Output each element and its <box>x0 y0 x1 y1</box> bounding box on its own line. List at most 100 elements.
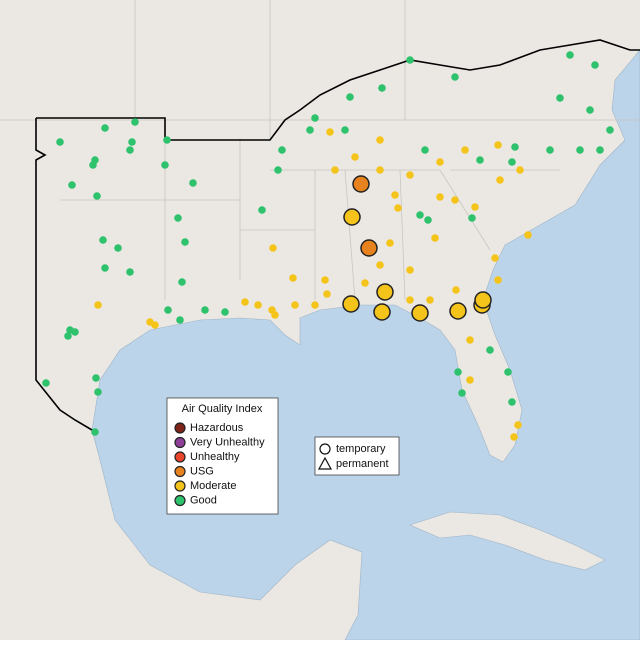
station-marker <box>452 286 460 294</box>
station-marker <box>556 94 564 102</box>
station-marker <box>201 306 209 314</box>
station-marker <box>424 216 432 224</box>
station-marker <box>516 166 524 174</box>
station-marker <box>596 146 604 154</box>
station-marker <box>99 236 107 244</box>
station-marker <box>331 166 339 174</box>
station-marker <box>56 138 64 146</box>
station-marker <box>176 316 184 324</box>
station-marker <box>496 176 504 184</box>
shape-legend-label: temporary <box>336 443 386 455</box>
station-marker <box>591 61 599 69</box>
station-marker <box>606 126 614 134</box>
station-marker-large <box>411 304 429 322</box>
station-marker <box>114 244 122 252</box>
station-marker <box>451 73 459 81</box>
station-marker <box>161 161 169 169</box>
station-marker <box>406 266 414 274</box>
station-marker <box>466 376 474 384</box>
station-marker <box>436 193 444 201</box>
station-marker <box>421 146 429 154</box>
station-marker <box>271 311 279 319</box>
region-outline <box>35 39 640 431</box>
station-marker <box>376 166 384 174</box>
station-marker <box>306 126 314 134</box>
cuba <box>409 511 606 571</box>
station-marker <box>466 336 474 344</box>
station-marker <box>511 143 519 151</box>
station-marker <box>101 124 109 132</box>
station-marker-large <box>343 208 361 226</box>
station-marker <box>378 84 386 92</box>
legend-swatch <box>174 436 186 449</box>
station-marker <box>254 301 262 309</box>
station-marker <box>126 268 134 276</box>
station-marker <box>376 261 384 269</box>
legend-swatch <box>174 465 186 478</box>
legend-swatch <box>174 494 186 507</box>
legend-label: Moderate <box>190 480 236 492</box>
station-marker <box>178 278 186 286</box>
station-marker <box>491 254 499 262</box>
station-marker <box>386 239 394 247</box>
station-marker <box>458 389 466 397</box>
station-marker <box>274 166 282 174</box>
station-marker <box>163 136 171 144</box>
station-marker <box>406 296 414 304</box>
station-marker <box>476 156 484 164</box>
station-marker <box>92 374 100 382</box>
state-borders <box>0 0 640 301</box>
station-marker <box>221 308 229 316</box>
station-marker <box>68 181 76 189</box>
station-marker <box>361 279 369 287</box>
legend-swatch <box>174 451 186 463</box>
station-marker <box>291 301 299 309</box>
station-marker <box>546 146 554 154</box>
station-marker <box>42 379 50 387</box>
station-marker <box>289 274 297 282</box>
station-marker-large <box>342 295 360 313</box>
station-marker <box>269 244 277 252</box>
station-marker <box>89 161 97 169</box>
station-marker <box>94 301 102 309</box>
station-marker <box>351 153 359 161</box>
station-marker <box>436 158 444 166</box>
station-marker <box>461 146 469 154</box>
station-marker <box>64 332 72 340</box>
legend-label: USG <box>190 465 214 477</box>
legend-title: Air Quality Index <box>182 403 263 415</box>
station-marker <box>311 114 319 122</box>
station-marker <box>514 421 522 429</box>
station-marker <box>101 264 109 272</box>
station-marker-large <box>352 175 370 193</box>
legend-swatch <box>174 422 186 434</box>
station-marker <box>524 231 532 239</box>
legend-swatch <box>174 480 186 492</box>
shape-permanent <box>317 456 333 470</box>
station-marker <box>494 276 502 284</box>
station-marker <box>494 141 502 149</box>
station-marker <box>164 306 172 314</box>
station-marker <box>321 276 329 284</box>
station-marker <box>131 118 139 126</box>
station-marker <box>151 321 159 329</box>
station-marker <box>258 206 266 214</box>
station-marker <box>394 204 402 212</box>
station-marker <box>346 93 354 101</box>
station-marker <box>181 238 189 246</box>
legend-label: Very Unhealthy <box>190 436 265 448</box>
station-marker <box>391 191 399 199</box>
legend-label: Hazardous <box>190 422 244 434</box>
station-marker <box>508 158 516 166</box>
station-marker <box>504 368 512 376</box>
station-marker <box>431 234 439 242</box>
station-marker <box>241 298 249 306</box>
station-marker-large <box>474 291 492 309</box>
station-marker <box>586 106 594 114</box>
station-marker <box>510 433 518 441</box>
station-marker <box>189 179 197 187</box>
station-marker <box>416 211 424 219</box>
station-marker <box>468 214 476 222</box>
station-marker <box>93 192 101 200</box>
station-marker <box>326 128 334 136</box>
